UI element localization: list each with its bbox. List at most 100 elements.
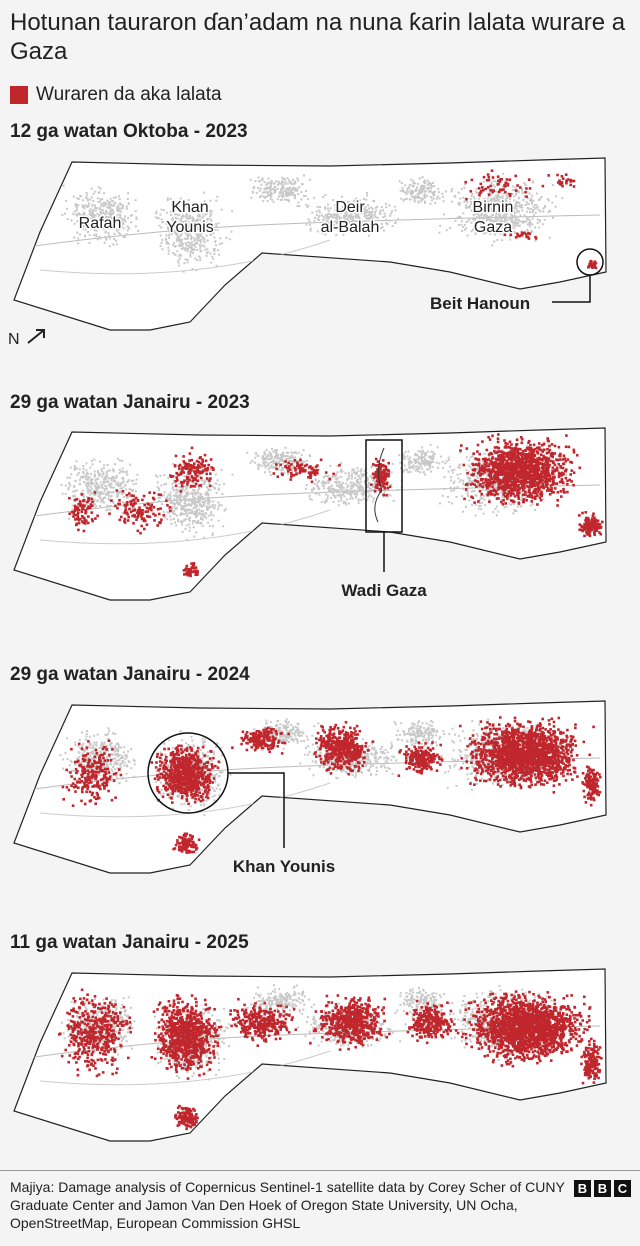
built-up (281, 187, 284, 190)
built-up (347, 215, 350, 218)
built-up (98, 235, 101, 238)
built-up (430, 199, 433, 202)
damage (500, 471, 503, 474)
built-up (96, 212, 99, 215)
built-up (371, 488, 374, 491)
damage (489, 184, 493, 188)
built-up (278, 466, 281, 468)
built-up (170, 499, 173, 502)
built-up (83, 211, 85, 214)
built-up (447, 496, 449, 498)
built-up (207, 500, 210, 503)
built-up (191, 501, 194, 504)
damage (476, 450, 479, 453)
built-up (411, 185, 414, 188)
built-up (331, 487, 334, 490)
built-up (195, 501, 198, 504)
built-up (163, 491, 166, 494)
built-up (169, 497, 172, 500)
built-up (112, 491, 115, 493)
built-up (452, 488, 455, 491)
built-up (287, 193, 290, 196)
built-up (382, 495, 385, 498)
built-up (500, 229, 503, 232)
built-up (548, 236, 551, 239)
built-up (474, 213, 477, 216)
built-up (195, 509, 198, 512)
damage (499, 486, 502, 490)
built-up (412, 182, 415, 185)
built-up (94, 479, 97, 482)
built-up (368, 489, 371, 492)
built-up (352, 485, 355, 488)
built-up (331, 219, 334, 222)
damage (558, 182, 562, 186)
built-up (218, 483, 221, 486)
built-up (427, 468, 430, 471)
built-up (134, 225, 137, 228)
built-up (255, 452, 258, 455)
damage (592, 264, 596, 268)
built-up (520, 496, 523, 499)
built-up (462, 488, 465, 490)
built-up (214, 482, 217, 485)
built-up (532, 210, 534, 212)
built-up (108, 483, 110, 486)
built-up (73, 468, 76, 471)
damage (486, 481, 490, 484)
built-up (433, 190, 436, 193)
built-up (475, 191, 478, 194)
built-up (263, 464, 266, 467)
built-up (83, 475, 86, 478)
built-up (192, 236, 195, 239)
damage (464, 180, 467, 184)
built-up (220, 504, 223, 507)
built-up (281, 459, 284, 462)
built-up (338, 481, 341, 484)
built-up (96, 238, 99, 241)
built-up (309, 227, 312, 230)
built-up (174, 218, 177, 221)
built-up (514, 186, 517, 189)
built-up (489, 233, 492, 235)
built-up (514, 212, 517, 215)
damage (528, 488, 531, 491)
built-up (103, 192, 105, 195)
built-up (81, 206, 84, 209)
built-up (123, 470, 126, 473)
built-up (183, 204, 186, 207)
damage (518, 466, 521, 470)
built-up (196, 219, 199, 221)
built-up (280, 194, 283, 197)
built-up (85, 228, 88, 231)
built-up (196, 259, 199, 262)
strip-outline (13, 157, 607, 331)
built-up (532, 199, 535, 202)
built-up (509, 211, 512, 214)
built-up (91, 463, 94, 466)
built-up (484, 200, 487, 203)
built-up (207, 488, 210, 491)
built-up (169, 198, 172, 200)
built-up (333, 214, 336, 217)
built-up (461, 495, 464, 498)
built-up (76, 474, 79, 476)
built-up (357, 210, 359, 213)
built-up (101, 470, 104, 473)
built-up (373, 479, 376, 482)
built-up (336, 491, 339, 494)
damage (489, 472, 492, 475)
built-up (420, 456, 422, 459)
built-up (173, 206, 176, 209)
built-up (450, 476, 453, 479)
built-up (180, 495, 183, 498)
built-up (186, 261, 189, 264)
damage (538, 462, 541, 465)
built-up (524, 496, 527, 499)
built-up (353, 482, 355, 485)
built-up (470, 209, 473, 212)
built-up (122, 235, 125, 238)
built-up (522, 221, 525, 224)
built-up (100, 203, 103, 206)
built-up (313, 220, 316, 223)
